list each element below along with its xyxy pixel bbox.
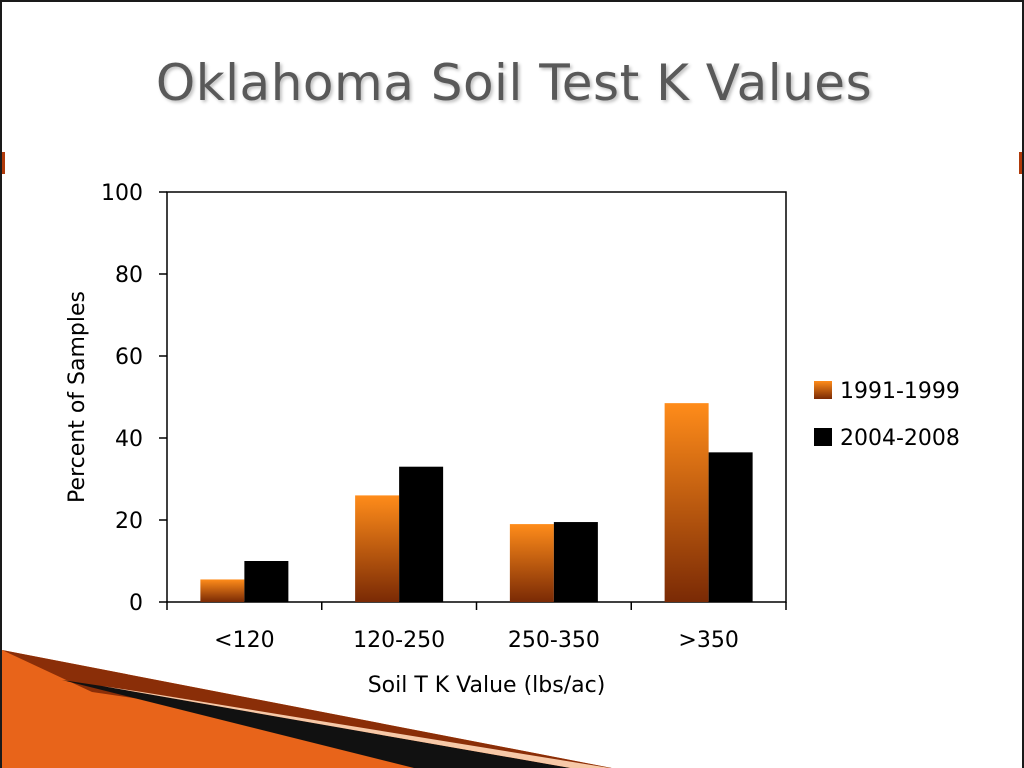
x-tick-label: 120-250: [353, 628, 445, 653]
y-tick-label: 0: [129, 591, 143, 616]
y-tick-label: 80: [115, 263, 143, 288]
legend-label: 1991-1999: [840, 379, 960, 404]
bar-series-1: [355, 495, 400, 602]
x-tick-label: 250-350: [508, 628, 600, 653]
bar-series-1: [200, 579, 245, 602]
y-tick-label: 100: [101, 181, 143, 206]
title-accent-right: [1019, 152, 1022, 174]
x-tick-label: >350: [678, 628, 738, 653]
legend-label: 2004-2008: [840, 426, 960, 451]
bar-series-1: [664, 403, 709, 602]
bar-series-2: [708, 452, 753, 602]
x-tick-label: <120: [214, 628, 274, 653]
legend-swatch: [814, 428, 832, 446]
y-tick-label: 40: [115, 427, 143, 452]
page-title: Oklahoma Soil Test K Values: [155, 54, 873, 112]
legend-swatch: [814, 381, 832, 399]
y-axis-label: Percent of Samples: [65, 291, 90, 503]
bar-series-2: [553, 522, 598, 602]
bar-series-2: [244, 561, 289, 602]
x-axis-label: Soil T K Value (lbs/ac): [368, 673, 606, 698]
title-accent-left: [2, 152, 5, 174]
y-tick-label: 60: [115, 345, 143, 370]
bar-series-2: [399, 466, 444, 602]
bar-series-1: [509, 524, 554, 602]
plot-area: 0 20 40 60 80 100 <120 120-250 250-350 >350 Soil T…: [65, 181, 960, 698]
y-tick-label: 20: [115, 509, 143, 534]
